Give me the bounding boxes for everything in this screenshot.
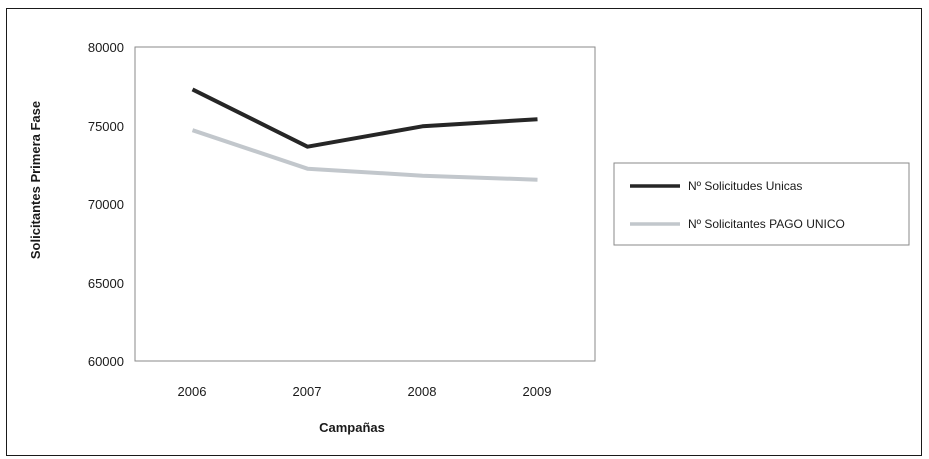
x-tick-label: 2006 — [178, 384, 207, 399]
y-tick-label: 80000 — [88, 40, 124, 55]
x-axis-title: Campañas — [319, 420, 385, 435]
y-tick-label: 60000 — [88, 354, 124, 369]
series-line-solicitudes-unicas — [191, 87, 538, 149]
y-tick-label: 75000 — [88, 119, 124, 134]
legend-box — [613, 162, 910, 246]
y-tick-label: 65000 — [88, 276, 124, 291]
y-tick-label: 70000 — [88, 197, 124, 212]
x-tick-label: 2008 — [408, 384, 437, 399]
plot-area — [134, 46, 596, 362]
series-line-pago-unico — [191, 128, 538, 182]
y-axis-title: Solicitantes Primera Fase — [28, 101, 43, 259]
x-tick-label: 2009 — [523, 384, 552, 399]
x-tick-label: 2007 — [293, 384, 322, 399]
legend-label-solicitudes-unicas: Nº Solicitudes Unicas — [688, 179, 802, 193]
legend-label-pago-unico: Nº Solicitantes PAGO UNICO — [688, 217, 845, 231]
